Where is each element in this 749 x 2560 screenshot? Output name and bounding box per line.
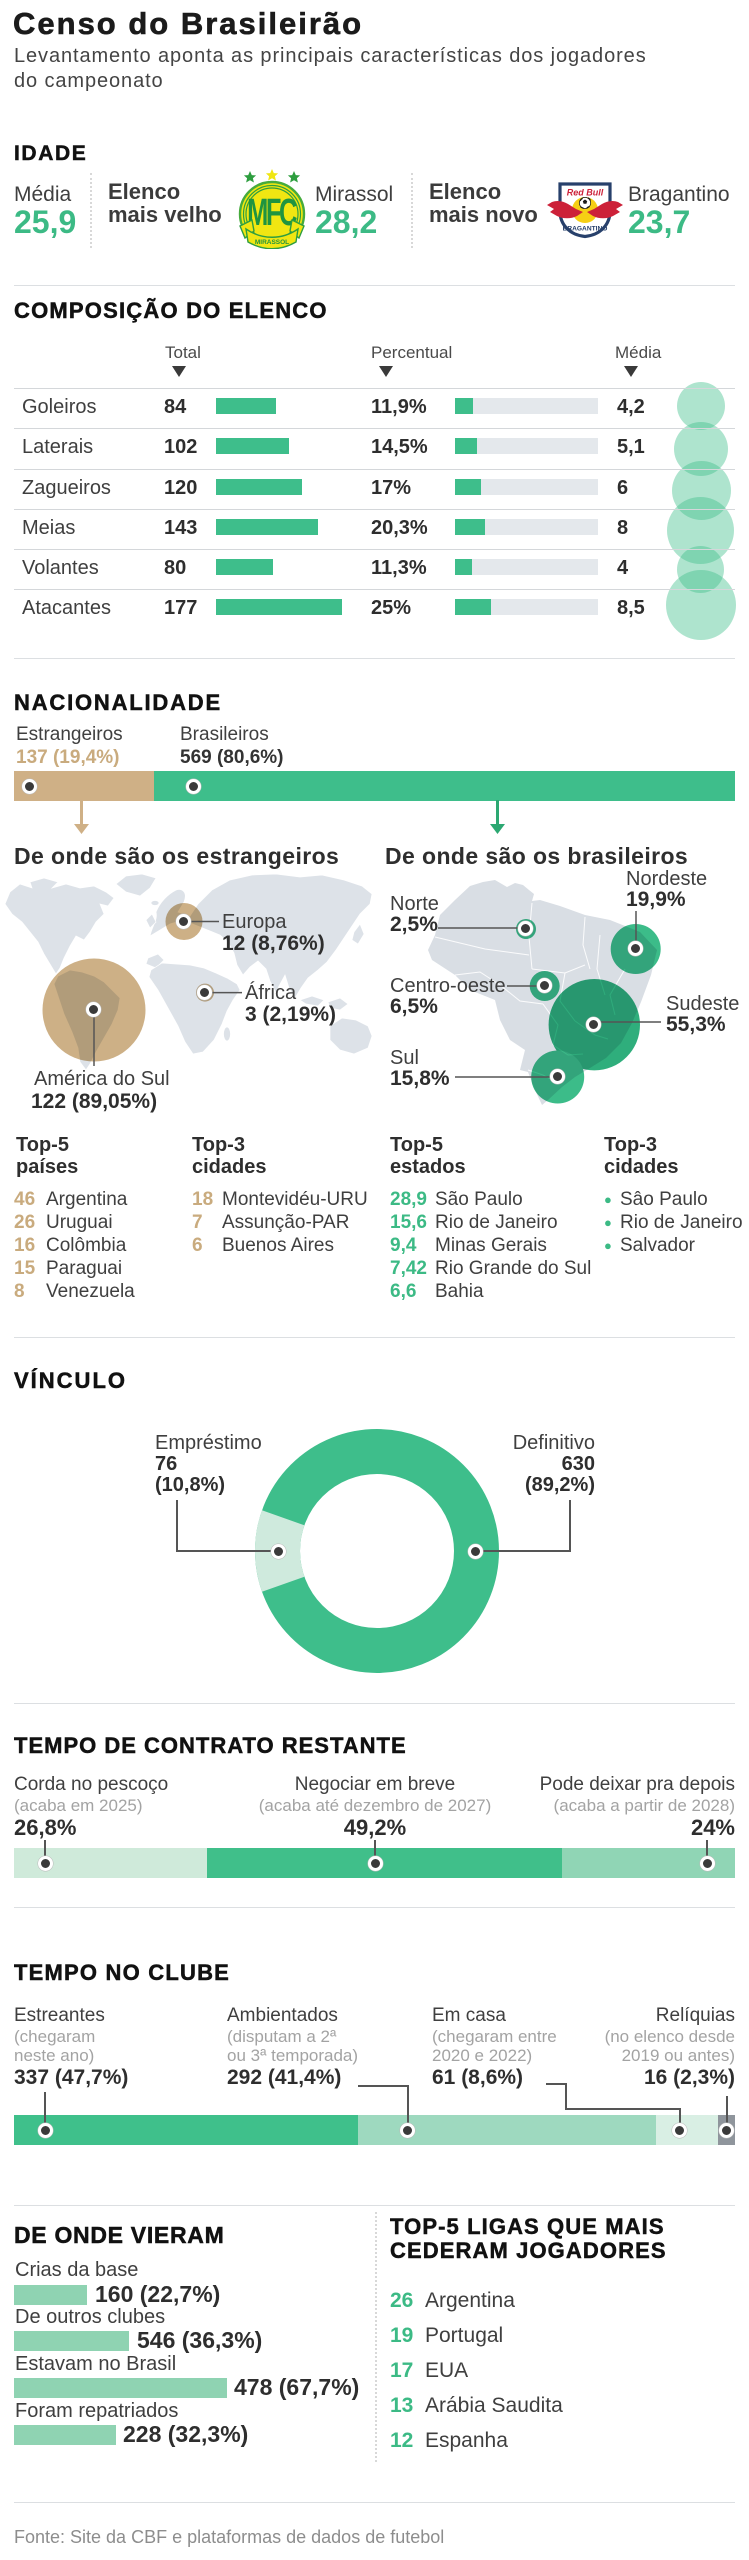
svg-text:MFC: MFC xyxy=(247,191,297,233)
svg-text:MIRASSOL: MIRASSOL xyxy=(255,239,289,246)
svg-text:Red Bull: Red Bull xyxy=(567,188,604,198)
svg-text:BRAGANTINO: BRAGANTINO xyxy=(563,226,608,233)
